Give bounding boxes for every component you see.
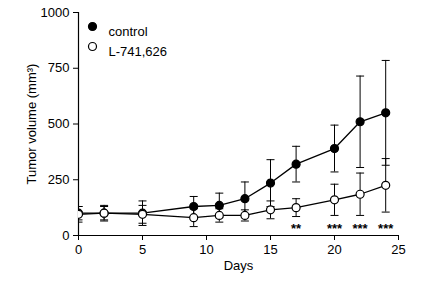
svg-text:L-741,626: L-741,626 <box>109 44 168 59</box>
svg-text:25: 25 <box>391 242 405 257</box>
svg-text:250: 250 <box>48 172 70 187</box>
svg-text:20: 20 <box>327 242 341 257</box>
svg-text:750: 750 <box>48 60 70 75</box>
svg-text:***: *** <box>327 221 343 236</box>
svg-text:***: *** <box>353 221 369 236</box>
svg-text:10: 10 <box>199 242 213 257</box>
svg-text:5: 5 <box>139 242 146 257</box>
svg-text:Tumor volume (mm³): Tumor volume (mm³) <box>24 64 39 185</box>
svg-text:***: *** <box>378 221 394 236</box>
svg-text:0: 0 <box>75 242 82 257</box>
svg-text:1000: 1000 <box>41 5 70 20</box>
svg-text:control: control <box>109 24 148 39</box>
svg-text:500: 500 <box>48 116 70 131</box>
svg-text:**: ** <box>291 221 302 236</box>
svg-text:0: 0 <box>62 228 69 243</box>
svg-text:Days: Days <box>224 258 254 273</box>
svg-text:15: 15 <box>263 242 277 257</box>
